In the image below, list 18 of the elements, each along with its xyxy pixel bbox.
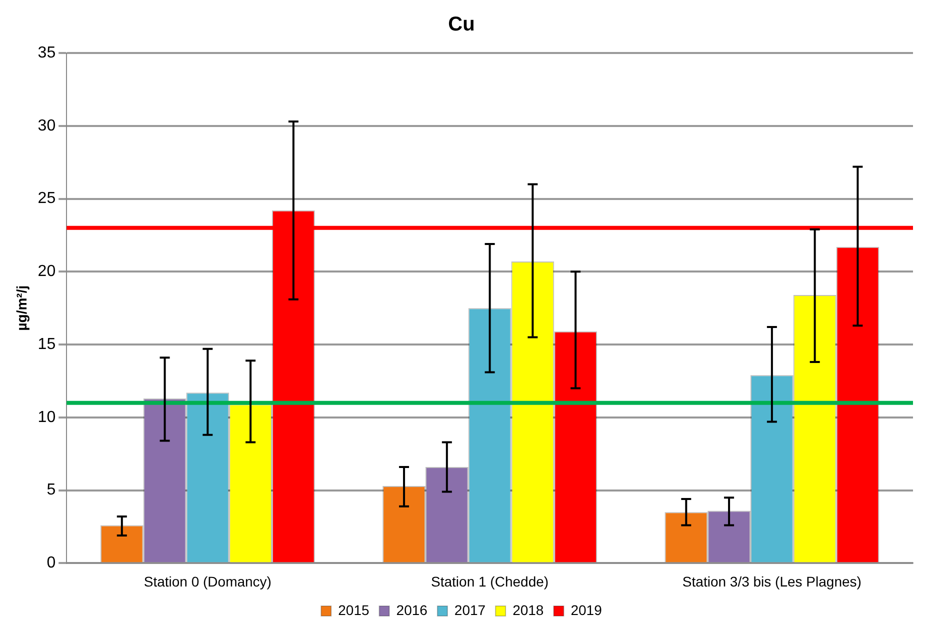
x-tick-label: Station 3/3 bis (Les Plagnes) xyxy=(682,573,862,590)
y-tick-label: 30 xyxy=(38,117,56,134)
y-tick-label: 10 xyxy=(38,408,56,426)
x-tick-label: Station 1 (Chedde) xyxy=(431,573,549,590)
legend-label: 2016 xyxy=(396,602,428,618)
legend-label: 2019 xyxy=(570,602,602,618)
chart-title: Cu xyxy=(448,14,475,36)
legend-label: 2018 xyxy=(512,602,544,618)
legend-label: 2017 xyxy=(454,602,486,618)
y-tick-label: 20 xyxy=(38,263,56,280)
y-tick-label: 35 xyxy=(38,44,56,62)
y-tick-label: 15 xyxy=(38,336,56,353)
y-axis-title: µg/m²/j xyxy=(13,285,30,331)
y-tick-label: 0 xyxy=(46,554,56,572)
y-tick-label: 5 xyxy=(46,482,56,499)
x-tick-label: Station 0 (Domancy) xyxy=(144,573,272,590)
legend-label: 2015 xyxy=(338,602,370,618)
y-tick-label: 25 xyxy=(38,190,56,208)
